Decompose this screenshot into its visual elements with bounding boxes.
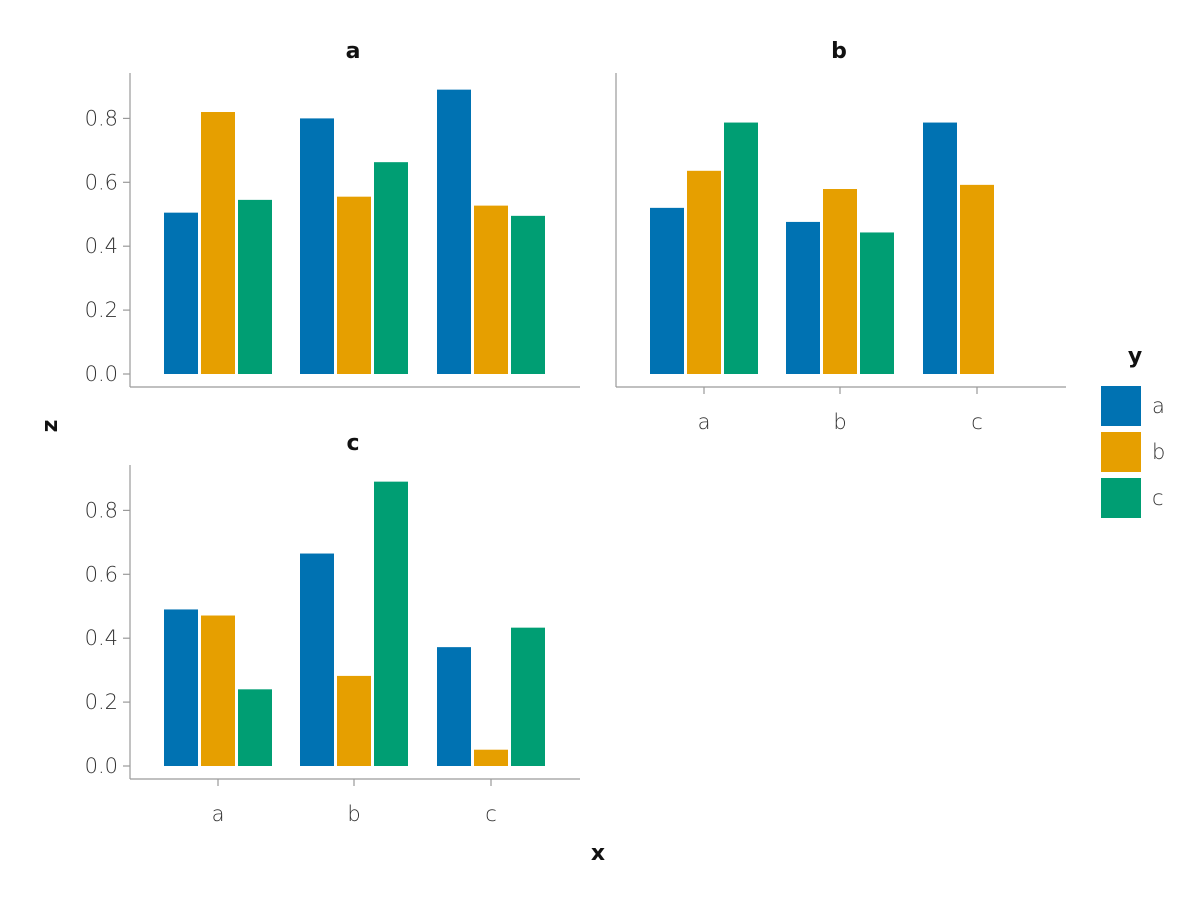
panel-title: a — [346, 39, 361, 64]
panel-c: c 0.0 0.2 0.4 0.6 0.8 a b c — [85, 431, 580, 826]
bar-a-c-c — [511, 215, 545, 374]
bar-b-b-a — [786, 221, 820, 374]
bar-c-a-b — [201, 615, 235, 766]
legend-label: c — [1152, 486, 1164, 510]
legend-swatch-b — [1101, 432, 1141, 472]
y-tick-label: 0.8 — [85, 498, 118, 522]
bar-a-a-a — [164, 212, 198, 374]
legend-title: y — [1128, 344, 1142, 369]
bar-a-c-b — [474, 205, 508, 374]
bar-b-b-b — [823, 189, 857, 374]
y-tick-label: 0.2 — [85, 690, 118, 714]
bar-c-a-a — [164, 609, 198, 766]
bar-b-a-c — [724, 122, 758, 374]
bar-b-a-a — [650, 207, 684, 374]
bar-a-a-c — [238, 199, 272, 374]
bar-b-a-b — [687, 170, 721, 374]
panel-a: a 0.0 0.2 0.4 0.6 0.8 — [85, 39, 580, 388]
bar-a-c-a — [437, 89, 471, 375]
bar-a-b-b — [337, 196, 371, 374]
y-tick-label: 0.6 — [85, 170, 118, 194]
y-axis-title: z — [38, 420, 63, 433]
panel-title: b — [831, 39, 847, 64]
bar-c-b-c — [374, 481, 408, 766]
bar-b-c-a — [923, 122, 957, 374]
legend-label: a — [1152, 394, 1165, 418]
x-tick-label: b — [347, 802, 360, 826]
y-tick-label: 0.4 — [85, 234, 118, 258]
panel-title: c — [346, 431, 359, 456]
legend-swatch-c — [1101, 478, 1141, 518]
bar-b-c-b — [960, 184, 994, 374]
x-tick-label: a — [698, 410, 711, 434]
y-tick-label: 0.2 — [85, 298, 118, 322]
x-tick-label: a — [212, 802, 225, 826]
bar-c-c-a — [437, 647, 471, 766]
bar-c-a-c — [238, 689, 272, 766]
x-tick-label: b — [833, 410, 846, 434]
y-tick-label: 0.8 — [85, 106, 118, 130]
x-tick-label: c — [485, 802, 497, 826]
y-tick-label: 0.4 — [85, 626, 118, 650]
bar-a-b-a — [300, 118, 334, 375]
y-tick-label: 0.6 — [85, 562, 118, 586]
legend-swatch-a — [1101, 386, 1141, 426]
bar-a-b-c — [374, 162, 408, 374]
legend-label: b — [1152, 440, 1165, 464]
y-tick-label: 0.0 — [85, 754, 118, 778]
bar-a-a-b — [201, 112, 235, 374]
x-tick-label: c — [971, 410, 983, 434]
bar-c-c-c — [511, 627, 545, 766]
bar-c-c-b — [474, 749, 508, 766]
bar-c-b-a — [300, 553, 334, 766]
bar-c-b-b — [337, 675, 371, 766]
x-axis-title: x — [591, 841, 605, 866]
panel-b: b a b c — [615, 39, 1066, 434]
legend: y abc — [1101, 344, 1165, 518]
bar-b-b-c — [860, 232, 894, 374]
y-tick-label: 0.0 — [85, 362, 118, 386]
